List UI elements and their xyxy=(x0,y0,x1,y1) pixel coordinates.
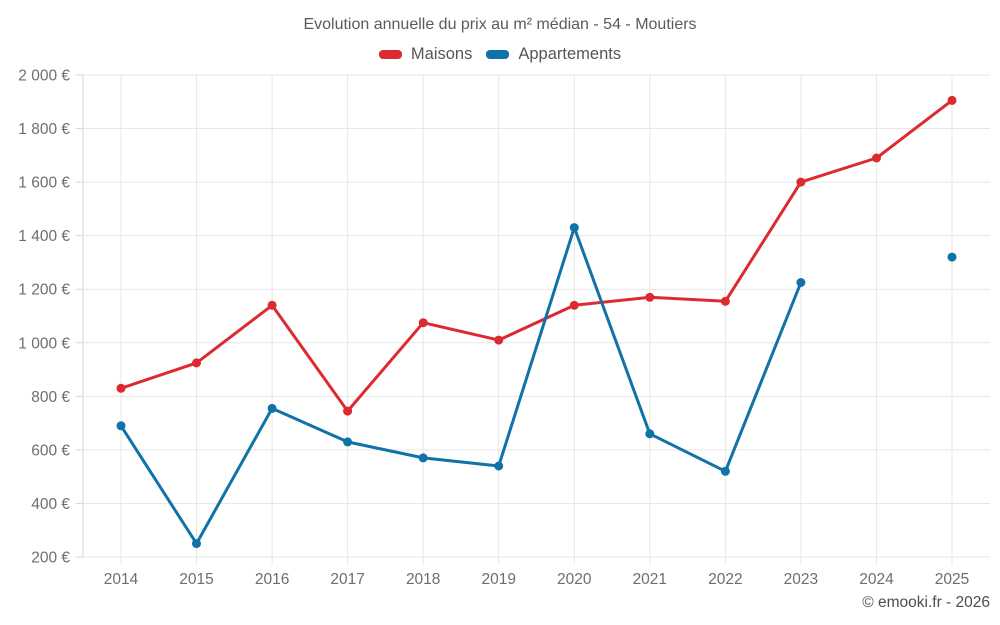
legend-label-appartements: Appartements xyxy=(518,45,622,63)
data-point-maisons-2020[interactable] xyxy=(569,300,579,310)
data-point-appartements-2020[interactable] xyxy=(569,223,579,233)
y-axis-label: 1 600 € xyxy=(18,175,70,192)
data-point-maisons-2022[interactable] xyxy=(720,296,730,306)
y-axis-label: 1 800 € xyxy=(18,121,70,138)
series-line-maisons xyxy=(119,98,954,413)
x-axis-label: 2015 xyxy=(179,571,213,588)
x-axis-label: 2023 xyxy=(784,571,818,588)
data-point-maisons-2023[interactable] xyxy=(796,177,806,187)
maisons-swatch-icon xyxy=(378,50,402,59)
x-axis-label: 2018 xyxy=(406,571,440,588)
x-axis-label: 2014 xyxy=(104,571,139,588)
x-axis-label: 2020 xyxy=(557,571,592,588)
data-point-appartements-2021[interactable] xyxy=(645,429,655,439)
x-axis-label: 2016 xyxy=(255,571,289,588)
data-point-appartements-2015[interactable] xyxy=(192,539,201,549)
x-axis-label: 2021 xyxy=(633,571,667,588)
x-axis-label: 2025 xyxy=(935,571,969,588)
legend-item-appartements[interactable]: Appartements xyxy=(486,45,621,64)
data-point-appartements-2016[interactable] xyxy=(267,403,277,413)
data-point-appartements-2017[interactable] xyxy=(343,437,353,447)
data-point-appartements-2025[interactable] xyxy=(947,252,957,262)
y-axis-label: 2 000 € xyxy=(18,68,70,85)
data-point-appartements-2022[interactable] xyxy=(720,466,730,476)
legend-label-maisons: Maisons xyxy=(410,45,473,63)
x-axis-label: 2024 xyxy=(859,571,894,588)
data-point-maisons-2018[interactable] xyxy=(418,318,428,328)
data-point-maisons-2015[interactable] xyxy=(192,358,201,368)
data-point-maisons-2025[interactable] xyxy=(947,95,957,105)
data-point-maisons-2021[interactable] xyxy=(645,292,655,302)
data-point-appartements-2019[interactable] xyxy=(494,461,504,471)
chart-title: Evolution annuelle du prix au m² médian … xyxy=(303,16,697,33)
copyright: © emooki.fr - 2026 xyxy=(862,594,990,611)
legend-item-maisons[interactable]: Maisons xyxy=(378,45,473,64)
y-axis-label: 1 000 € xyxy=(18,335,70,352)
data-point-appartements-2018[interactable] xyxy=(418,453,428,463)
y-axis-label: 400 € xyxy=(31,496,70,513)
legend: Maisons Appartements xyxy=(0,45,1000,64)
y-axis-label: 600 € xyxy=(31,442,70,459)
appartements-swatch-icon xyxy=(486,50,510,59)
data-point-maisons-2014[interactable] xyxy=(116,383,126,393)
data-point-appartements-2023[interactable] xyxy=(796,278,806,287)
x-axis-label: 2017 xyxy=(330,571,364,588)
data-point-maisons-2024[interactable] xyxy=(872,153,881,163)
data-point-maisons-2019[interactable] xyxy=(494,335,504,345)
y-axis-label: 800 € xyxy=(31,389,70,406)
y-axis-label: 1 200 € xyxy=(18,282,70,299)
data-point-appartements-2014[interactable] xyxy=(116,421,126,431)
x-axis-label: 2022 xyxy=(708,571,742,588)
y-axis-label: 1 400 € xyxy=(18,228,70,245)
y-axis-label: 200 € xyxy=(31,550,70,567)
series-line-appartements xyxy=(121,228,952,544)
data-point-maisons-2017[interactable] xyxy=(343,406,353,416)
data-point-maisons-2016[interactable] xyxy=(267,300,277,310)
x-axis-label: 2019 xyxy=(481,571,515,588)
